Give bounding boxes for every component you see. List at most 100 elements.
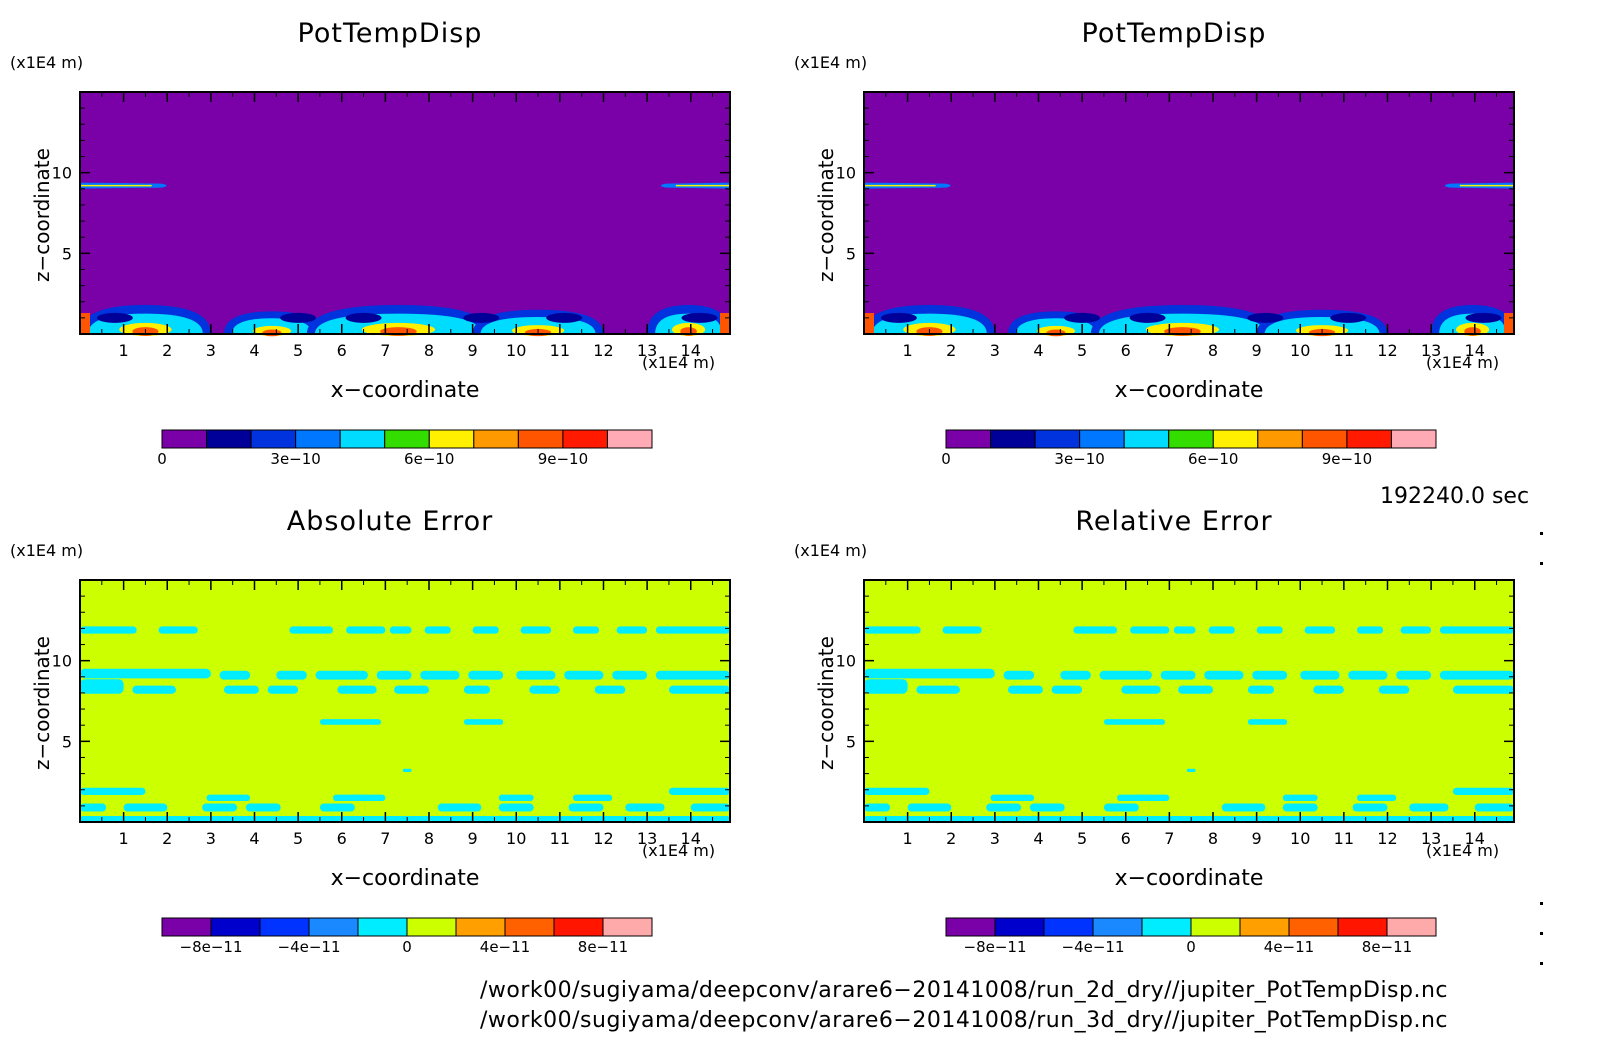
negative-error-region	[1452, 685, 1514, 694]
negative-error-region	[568, 803, 604, 812]
negative-error-region	[80, 668, 211, 679]
x-tick-label: 11	[1334, 829, 1354, 848]
edge-warm	[720, 313, 730, 334]
negative-error-region	[1439, 626, 1514, 634]
negative-error-region	[337, 685, 377, 694]
colorbar-tick-label: 4e−11	[1263, 938, 1315, 956]
x-tick-label: 2	[162, 341, 172, 360]
colorbar-swatch	[1168, 429, 1214, 449]
cold-core	[1064, 312, 1101, 323]
negative-error-region	[1160, 670, 1196, 680]
negative-error-region	[864, 668, 995, 679]
cold-core	[1465, 312, 1502, 323]
x-tick-label: 14	[681, 829, 701, 848]
plot-frame	[863, 579, 1515, 823]
negative-error-region	[916, 685, 960, 694]
negative-error-region	[1204, 670, 1244, 680]
negative-error-region	[1313, 685, 1344, 694]
negative-error-region	[206, 794, 251, 802]
colorbar-swatch	[1123, 429, 1170, 449]
z-unit-label: (x1E4 m)	[10, 53, 84, 72]
x-unit-label: (x1E4 m)	[1426, 353, 1500, 372]
x-tick-label: 5	[1077, 341, 1087, 360]
negative-error-region	[1121, 685, 1161, 694]
colorbar-swatch	[1346, 429, 1392, 449]
cold-core	[1129, 312, 1166, 323]
x-tick-label: 3	[990, 829, 1000, 848]
cold-core	[681, 312, 718, 323]
x-axis-label: x−coordinate	[330, 866, 480, 891]
negative-error-region	[1378, 685, 1410, 694]
negative-error-region	[463, 719, 504, 725]
x-tick-label: 4	[1033, 829, 1043, 848]
plot-frame	[863, 91, 1515, 335]
x-tick-label: 11	[1334, 341, 1354, 360]
negative-error-region	[1282, 794, 1318, 802]
x-tick-label: 5	[1077, 829, 1087, 848]
x-tick-label: 10	[1290, 341, 1310, 360]
colorbar-swatch	[1301, 429, 1348, 449]
marker-dot	[1540, 902, 1543, 905]
cold-core	[880, 312, 917, 323]
cold-core	[463, 312, 500, 323]
z-unit-label: (x1E4 m)	[10, 541, 84, 560]
cold-core	[1247, 312, 1284, 323]
colorbar-tick-label: 9e−10	[1321, 450, 1373, 468]
negative-error-region	[80, 787, 146, 795]
colorbar-swatch	[406, 917, 457, 937]
negative-error-region	[520, 626, 552, 634]
negative-error-region	[594, 685, 626, 694]
negative-error-region	[942, 626, 982, 634]
negative-error-region	[123, 803, 168, 812]
panel-title: PotTempDisp	[1081, 18, 1267, 49]
negative-error-region	[350, 794, 386, 802]
x-tick-label: 10	[506, 341, 526, 360]
negative-error-region	[376, 670, 412, 680]
negative-error-region	[346, 626, 386, 634]
negative-error-region	[498, 803, 534, 812]
y-tick-label: 10	[52, 164, 72, 183]
x-tick-label: 14	[1465, 341, 1485, 360]
negative-error-region	[80, 679, 124, 694]
colorbar-swatch	[339, 429, 386, 449]
colorbar-tick-label: −4e−11	[277, 938, 341, 956]
x-tick-label: 7	[1164, 829, 1174, 848]
colorbar-swatch	[553, 917, 604, 937]
colorbar-swatch	[357, 917, 408, 937]
colorbar-tick-label: 8e−11	[1361, 938, 1413, 956]
colorbar-tick-label: 3e−10	[1054, 450, 1105, 468]
x-tick-label: 3	[206, 341, 216, 360]
x-tick-label: 1	[903, 829, 913, 848]
y-axis-label: z−coordinate	[30, 148, 54, 282]
colorbar-swatch	[210, 917, 261, 937]
edge-warm	[1504, 313, 1514, 334]
background-level	[80, 580, 730, 822]
y-tick-label: 10	[836, 164, 856, 183]
negative-error-region	[1439, 670, 1514, 680]
negative-error-region	[394, 685, 429, 694]
time-label: 192240.0 sec	[1380, 484, 1530, 509]
colorbar-tick-label: 0	[1186, 938, 1196, 956]
colorbar-tick-label: 0	[157, 450, 167, 468]
x-tick-label: 14	[681, 341, 701, 360]
cold-core	[280, 312, 317, 323]
colorbar-swatch	[384, 429, 430, 449]
x-tick-label: 6	[337, 829, 347, 848]
negative-error-region	[402, 768, 412, 772]
x-tick-label: 2	[946, 341, 956, 360]
negative-error-region	[80, 815, 730, 822]
negative-error-region	[864, 803, 891, 812]
colorbar-swatch	[990, 429, 1036, 449]
colorbar-swatch	[1239, 917, 1290, 937]
x-tick-label: 1	[119, 341, 129, 360]
y-tick-label: 5	[846, 244, 856, 263]
x-axis-label: x−coordinate	[330, 378, 480, 403]
x-tick-label: 9	[468, 341, 478, 360]
cold-core	[1330, 312, 1367, 323]
colorbar-swatch	[562, 429, 608, 449]
negative-error-region	[468, 670, 504, 680]
colorbar-swatch	[1034, 429, 1081, 449]
panel-title: Relative Error	[1075, 506, 1273, 537]
x-tick-label: 12	[593, 829, 613, 848]
background-level	[864, 580, 1514, 822]
